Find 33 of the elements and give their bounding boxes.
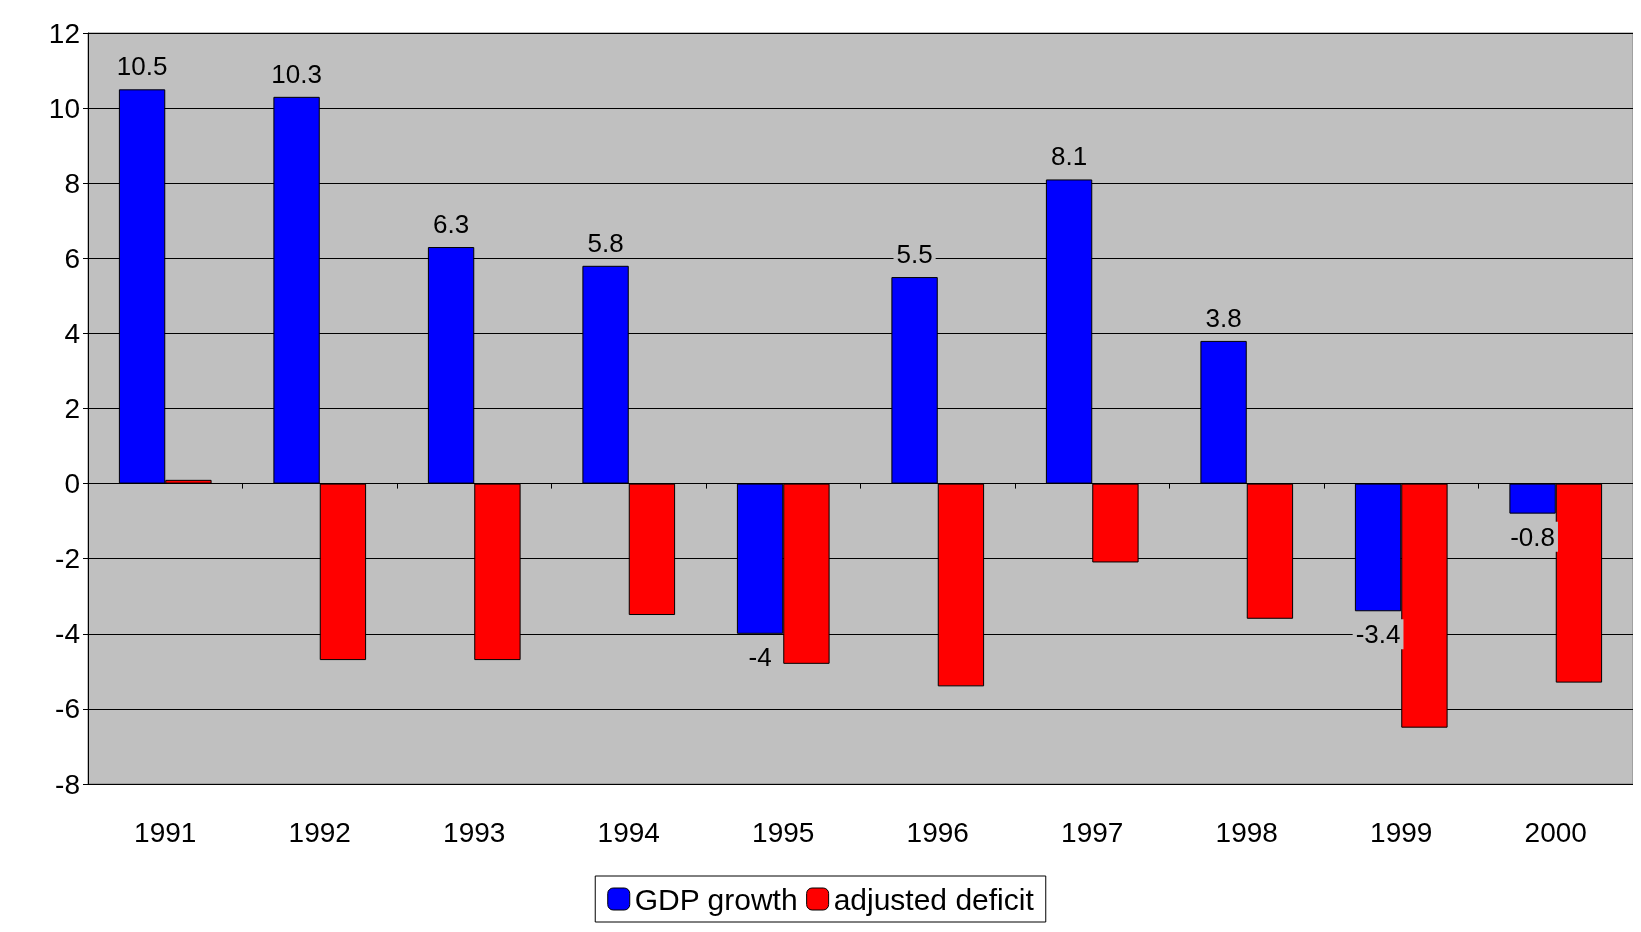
data-label: -3.4 — [1355, 619, 1401, 650]
x-tick-label: 2000 — [1524, 816, 1587, 848]
data-label: 10.3 — [271, 58, 322, 89]
y-tick-label: -8 — [55, 768, 80, 800]
y-tick-label: -2 — [55, 543, 80, 575]
data-label: 6.3 — [433, 209, 470, 240]
y-tick-label: -4 — [55, 618, 80, 650]
data-label: 3.8 — [1205, 302, 1242, 333]
x-tick-label: 1997 — [1061, 816, 1124, 848]
y-tick-label: 4 — [64, 317, 80, 349]
y-tick-label: 2 — [64, 393, 80, 424]
data-label: 8.1 — [1051, 141, 1088, 172]
data-label: -0.8 — [1510, 521, 1555, 552]
x-tick-label: 1999 — [1370, 816, 1433, 848]
data-label: 10.5 — [116, 51, 168, 82]
data-label: 5.5 — [896, 239, 933, 270]
x-tick-label: 1992 — [288, 816, 351, 848]
legend-label: adjusted deficit — [833, 882, 1035, 916]
y-tick-label: 8 — [64, 167, 80, 199]
data-label: -4 — [748, 641, 772, 672]
x-tick-label: 1993 — [443, 816, 506, 848]
x-tick-label: 1995 — [752, 816, 815, 848]
y-tick-label: 12 — [48, 17, 80, 49]
x-tick-label: 1998 — [1215, 816, 1278, 848]
x-tick-label: 1994 — [597, 816, 660, 848]
y-tick-label: 10 — [48, 92, 80, 124]
data-label: 5.8 — [587, 227, 624, 258]
x-tick-label: 1991 — [134, 816, 197, 848]
y-tick-label: 0 — [64, 468, 80, 500]
y-tick-label: -6 — [55, 693, 80, 725]
x-tick-label: 1996 — [906, 816, 969, 848]
legend-label: GDP growth — [634, 882, 798, 916]
y-tick-label: 6 — [64, 242, 80, 274]
